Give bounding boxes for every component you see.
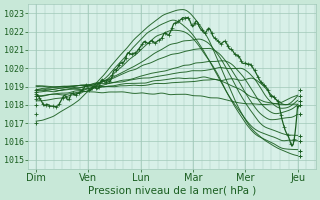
X-axis label: Pression niveau de la mer( hPa ): Pression niveau de la mer( hPa ) <box>88 186 256 196</box>
